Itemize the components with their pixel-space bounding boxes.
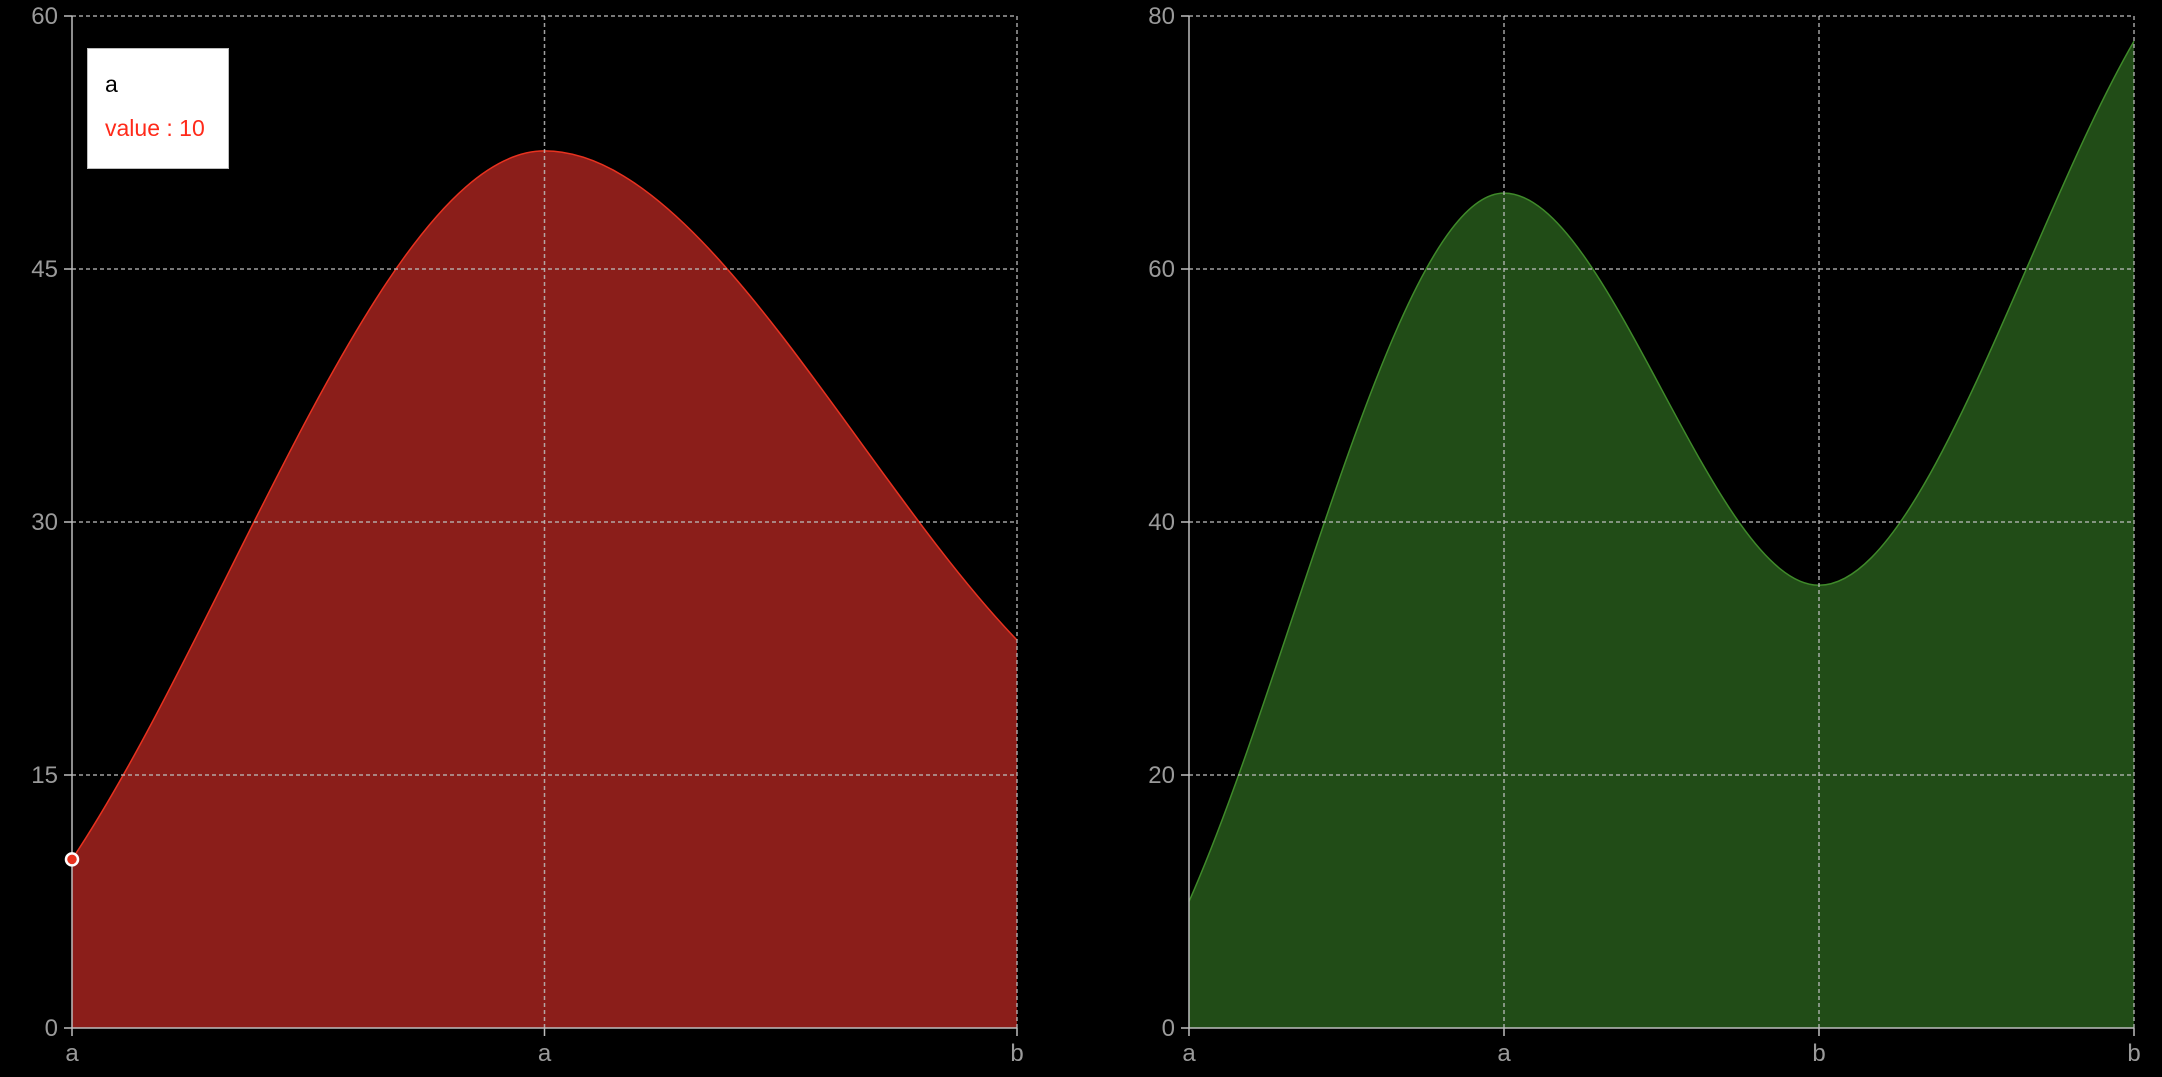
x-tick-label: b: [1812, 1040, 1825, 1067]
y-tick-label: 40: [1148, 509, 1175, 536]
x-tick-label: a: [1497, 1040, 1511, 1067]
y-tick-label: 80: [1148, 3, 1175, 30]
y-tick-label: 0: [1162, 1015, 1175, 1042]
y-tick-label: 45: [31, 256, 58, 283]
y-tick-label: 20: [1148, 762, 1175, 789]
series-line: [1188, 40, 2135, 902]
x-tick-label: a: [538, 1040, 552, 1067]
x-tick-label: b: [2127, 1040, 2140, 1067]
x-tick-label: a: [65, 1040, 79, 1067]
y-tick-label: 60: [31, 3, 58, 30]
series-line: [71, 150, 1018, 860]
area-fill: [72, 150, 1017, 1028]
x-tick-label: a: [1182, 1040, 1196, 1067]
chart-tooltip: a value : 10: [87, 48, 229, 169]
tooltip-value: value : 10: [105, 115, 205, 141]
red-area-chart: 0 15 30 45 60 a a b: [31, 3, 1023, 1067]
green-area-chart: 0 20 40 60 80 a a b b: [1148, 3, 2140, 1067]
y-tick-label: 30: [31, 509, 58, 536]
y-tick-label: 15: [31, 762, 58, 789]
area-fill: [1189, 41, 2134, 1029]
y-tick-label: 60: [1148, 256, 1175, 283]
x-tick-label: b: [1010, 1040, 1023, 1067]
y-tick-label: 0: [45, 1015, 58, 1042]
active-point-marker: [64, 852, 80, 867]
tooltip-title: a: [105, 71, 118, 97]
